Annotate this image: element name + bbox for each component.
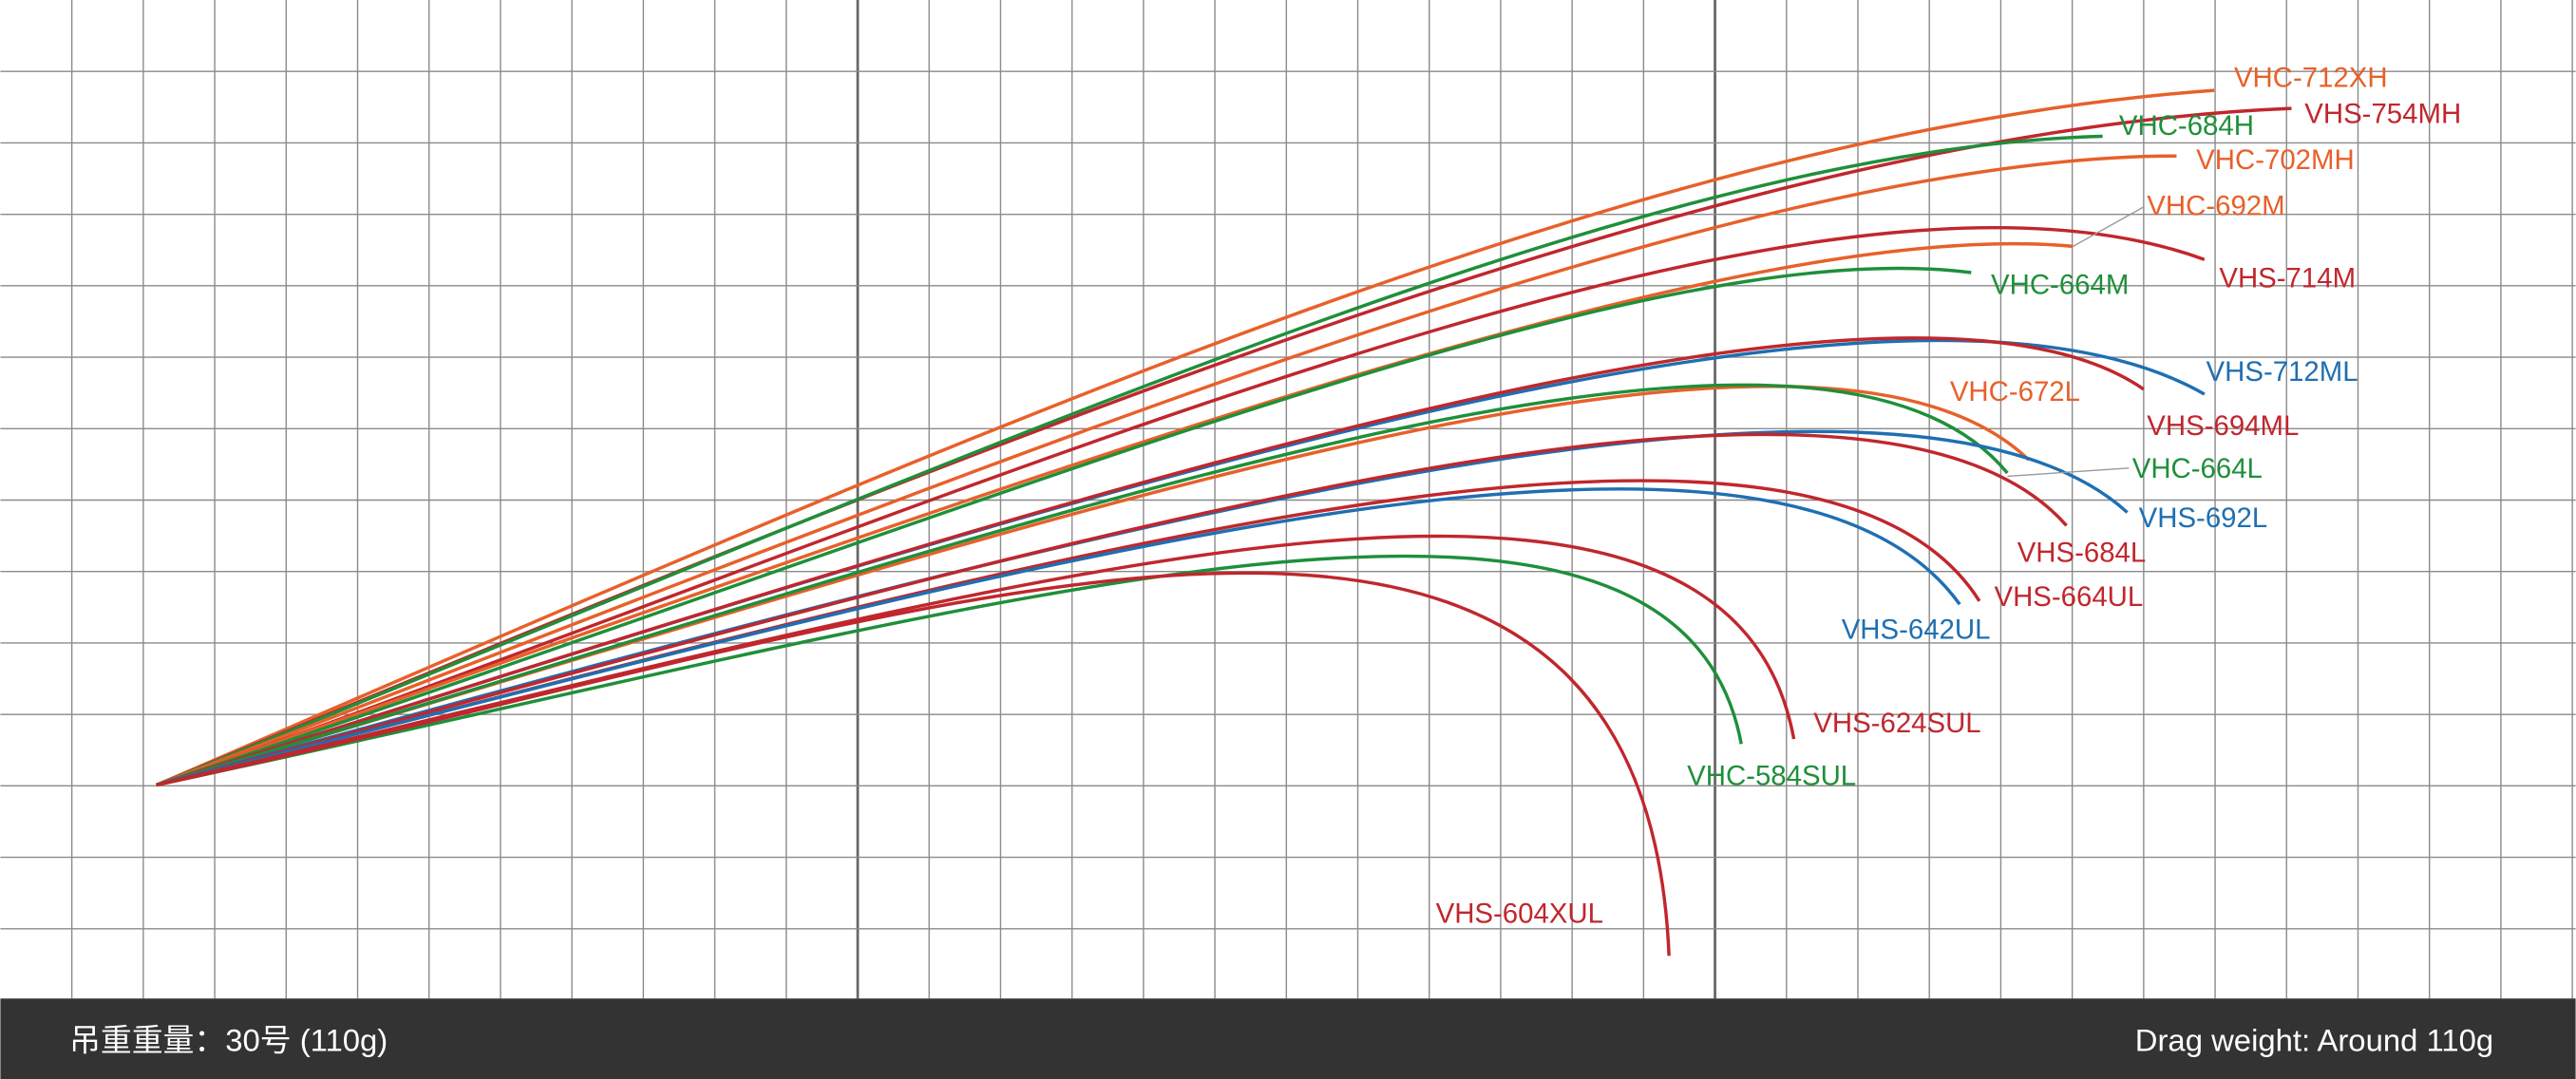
curve-label: VHS-754MH <box>2304 99 2461 130</box>
curve-label: VHC-684H <box>2119 110 2254 142</box>
plot-area <box>0 0 2575 998</box>
curve <box>155 88 2215 787</box>
footer-bar <box>0 998 2576 1079</box>
curve-label: VHS-712ML <box>2207 356 2358 388</box>
curve-label: VHS-692L <box>2139 502 2268 534</box>
curve <box>156 154 2177 787</box>
curve <box>156 554 1743 787</box>
curve-label: VHC-672L <box>1950 376 2080 407</box>
curve <box>156 336 2145 787</box>
curve-label: VHC-664M <box>1991 270 2129 301</box>
curve <box>156 571 1671 956</box>
curve-label: VHS-624SUL <box>1813 708 1980 739</box>
curves <box>155 88 2292 956</box>
curve-label: VHC-664L <box>2132 453 2263 484</box>
curve-label: VHS-714M <box>2219 263 2356 294</box>
curve-label: VHC-584SUL <box>1687 760 1856 791</box>
curve-label: VHS-664UL <box>1995 581 2144 613</box>
curve-label: VHC-692M <box>2147 191 2284 222</box>
leader-line <box>2073 206 2145 247</box>
curve-label: VHC-702MH <box>2196 144 2355 176</box>
curve <box>156 241 2074 787</box>
footer-left: 吊重重量：30号 (110g) <box>69 1023 388 1058</box>
curve-labels: VHC-712XH VHS-754MH VHC-684H VHC-702MH V… <box>1436 63 2462 930</box>
curve-label: VHC-712XH <box>2234 63 2388 94</box>
curve <box>156 432 2068 787</box>
curve <box>156 226 2206 787</box>
curve <box>156 266 1972 787</box>
curve-label: VHS-684L <box>2017 537 2147 568</box>
curve <box>156 134 2103 787</box>
curve <box>156 487 1961 787</box>
curve-label: VHS-604XUL <box>1436 899 1603 930</box>
curve <box>156 534 1796 787</box>
curve-label: VHS-694ML <box>2147 410 2299 442</box>
footer-right: Drag weight: Around 110g <box>2135 1023 2493 1058</box>
leader-line <box>2007 467 2130 478</box>
curve <box>156 383 2009 787</box>
curve-label: VHS-642UL <box>1842 615 1991 646</box>
